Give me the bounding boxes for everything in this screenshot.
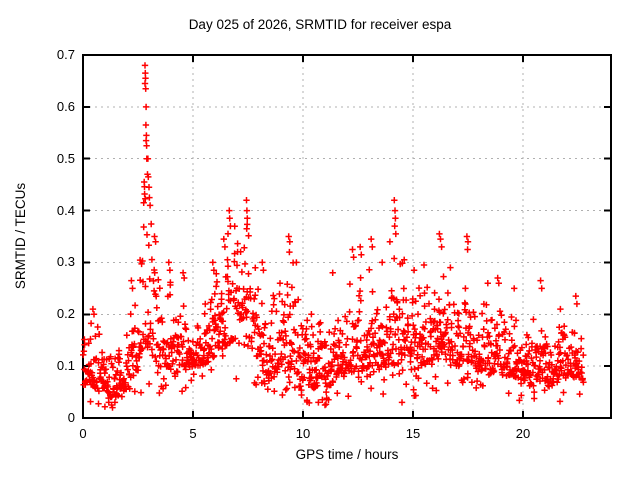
x-tick-label: 5 [189, 426, 197, 441]
y-tick-label: 0.5 [56, 150, 75, 166]
y-tick-label: 0 [67, 410, 75, 425]
y-tick-label: 0.7 [56, 47, 75, 62]
y-tick-label: 0.2 [56, 306, 75, 322]
scatter-points [80, 62, 587, 411]
grid-lines [83, 55, 611, 418]
x-tick-label: 20 [515, 426, 531, 441]
chart-title: Day 025 of 2026, SRMTID for receiver esp… [188, 17, 452, 32]
x-tick-label: 15 [405, 426, 421, 441]
y-tick-label: 0.4 [56, 202, 75, 218]
x-tick-label: 10 [295, 426, 311, 441]
plot-border [82, 54, 612, 419]
x-axis-title: GPS time / hours [295, 447, 399, 462]
x-tick-label: 0 [79, 426, 87, 441]
y-tick-label: 0.3 [56, 254, 75, 270]
y-tick-label: 0.6 [56, 98, 75, 114]
y-tick-label: 0.1 [56, 358, 75, 374]
